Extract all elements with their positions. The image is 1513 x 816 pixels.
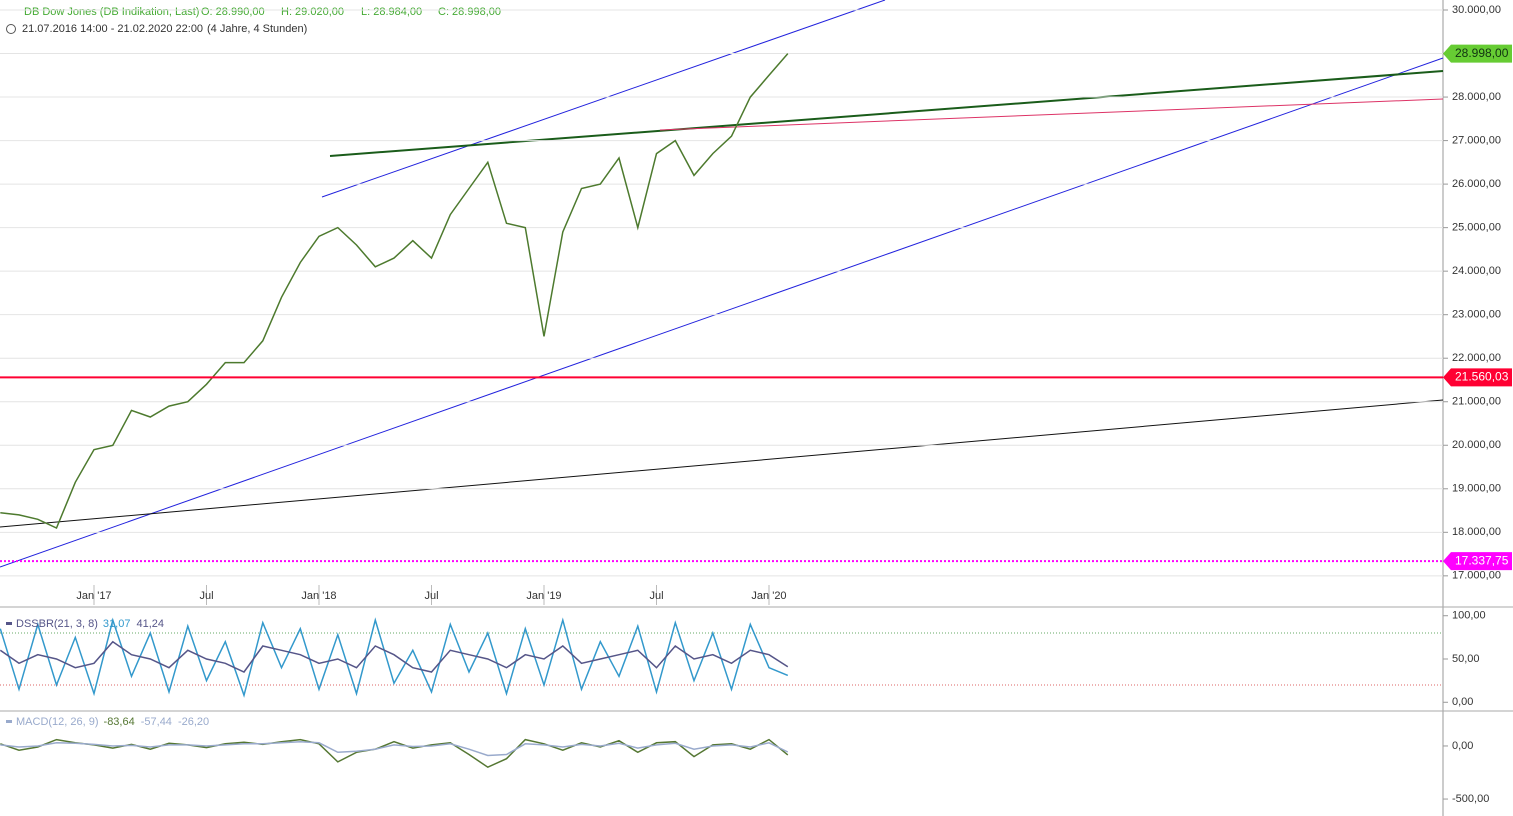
x-tick-label: Jan '20 [751, 590, 786, 602]
period: (4 Jahre, 4 Stunden) [207, 23, 307, 35]
ohlc: O: 28.990,00 [201, 6, 265, 18]
y-tick-label: 21.000,00 [1452, 396, 1501, 408]
indicator-line [0, 640, 789, 673]
y-tick-label: 18.000,00 [1452, 526, 1501, 538]
level-label: 28.998,00 [1455, 46, 1509, 60]
y-tick-label: 30.000,00 [1452, 4, 1501, 16]
indicator-title: DSSBR(21, 3, 8) [16, 618, 98, 630]
trendline [329, 70, 1444, 157]
y-tick-label: 28.000,00 [1452, 91, 1501, 103]
y-tick-label: -500,00 [1452, 793, 1489, 805]
y-tick-label: 0,00 [1452, 740, 1473, 752]
y-tick-label: 100,00 [1452, 610, 1486, 622]
y-tick-label: 23.000,00 [1452, 309, 1501, 321]
trendline [0, 57, 1444, 568]
indicator-readout: -26,20 [178, 716, 209, 728]
ohlc: C: 28.998,00 [438, 6, 501, 18]
y-tick-label: 26.000,00 [1452, 178, 1501, 190]
trendlines [0, 0, 1444, 568]
indicator-line [0, 740, 789, 757]
level-label-box [1443, 44, 1512, 63]
indicator-readout: -57,44 [141, 716, 172, 728]
x-tick-label: Jan '17 [76, 590, 111, 602]
y-tick-label: 27.000,00 [1452, 134, 1501, 146]
ohlc: L: 28.984,00 [361, 6, 422, 18]
price-line [0, 53, 789, 530]
level-label-box [1443, 552, 1512, 571]
y-tick-label: 19.000,00 [1452, 483, 1501, 495]
level-label-box [1443, 368, 1512, 387]
y-tick-label: 25.000,00 [1452, 222, 1501, 234]
trendline [321, 0, 886, 198]
x-tick-label: Jul [649, 590, 663, 602]
indicator-readout: -83,64 [104, 716, 135, 728]
x-tick-label: Jan '19 [526, 590, 561, 602]
header: DB Dow Jones (DB Indikation, Last) O: 28… [6, 6, 501, 35]
y-tick-label: 22.000,00 [1452, 352, 1501, 364]
indicator-title: MACD(12, 26, 9) [16, 716, 99, 728]
legend-swatch [6, 622, 12, 625]
indicator-readout: 41,24 [136, 618, 164, 630]
subtitle: 21.07.2016 14:00 - 21.02.2020 22:00 [22, 23, 203, 35]
x-tick-label: Jul [424, 590, 438, 602]
trendline [659, 98, 1444, 131]
clock-icon [6, 24, 16, 34]
y-tick-label: 0,00 [1452, 696, 1473, 708]
y-tick-label: 24.000,00 [1452, 265, 1501, 277]
trendline [0, 399, 1444, 528]
ohlc: H: 29.020,00 [281, 6, 344, 18]
x-tick-label: Jan '18 [301, 590, 336, 602]
y-tick-label: 20.000,00 [1452, 439, 1501, 451]
level-label: 21.560,03 [1455, 370, 1509, 384]
title: DB Dow Jones (DB Indikation, Last) [24, 6, 199, 18]
indicator-line [0, 738, 789, 769]
level-label: 17.337,75 [1455, 553, 1509, 567]
indicator-readout: 31,07 [103, 618, 131, 630]
indicator-line [0, 617, 789, 698]
y-tick-label: 50,00 [1452, 653, 1480, 665]
legend-swatch [6, 720, 12, 723]
x-tick-label: Jul [199, 590, 213, 602]
y-tick-label: 17.000,00 [1452, 570, 1501, 582]
